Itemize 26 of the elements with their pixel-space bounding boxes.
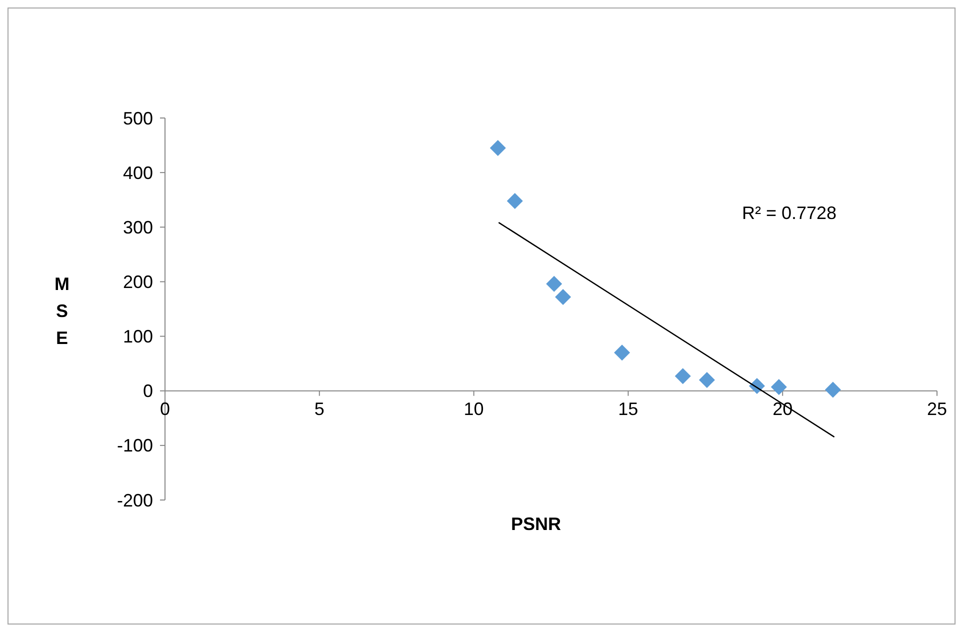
x-tick-label: 25 <box>926 398 948 419</box>
x-tick-label: 5 <box>314 398 324 419</box>
annotation: R² = 0.7728 <box>742 203 837 223</box>
y-tick-label: -100 <box>116 436 153 456</box>
x-tick-label: 20 <box>772 398 793 419</box>
y-tick-label: -200 <box>116 490 153 510</box>
point <box>824 382 841 398</box>
y-tick-label: 300 <box>122 217 153 238</box>
y-tick-label: 200 <box>122 272 153 292</box>
x-tick-label: 0 <box>160 398 170 419</box>
point <box>770 379 787 396</box>
point <box>614 344 630 361</box>
y-tick-label: 0 <box>142 381 153 402</box>
y-tick-label: 100 <box>122 326 153 347</box>
point <box>698 372 715 388</box>
point <box>506 192 523 209</box>
y-axis-title: MSE <box>54 274 70 348</box>
x-axis-title: PSNR <box>510 514 562 534</box>
point <box>490 140 506 156</box>
x-tick-label: 10 <box>464 398 484 419</box>
x-tick-label: 15 <box>618 398 638 419</box>
y-tick-label: 500 <box>122 108 153 128</box>
point <box>546 276 562 292</box>
y-tick-label: 400 <box>122 162 153 183</box>
point <box>555 288 572 305</box>
point <box>674 368 691 384</box>
